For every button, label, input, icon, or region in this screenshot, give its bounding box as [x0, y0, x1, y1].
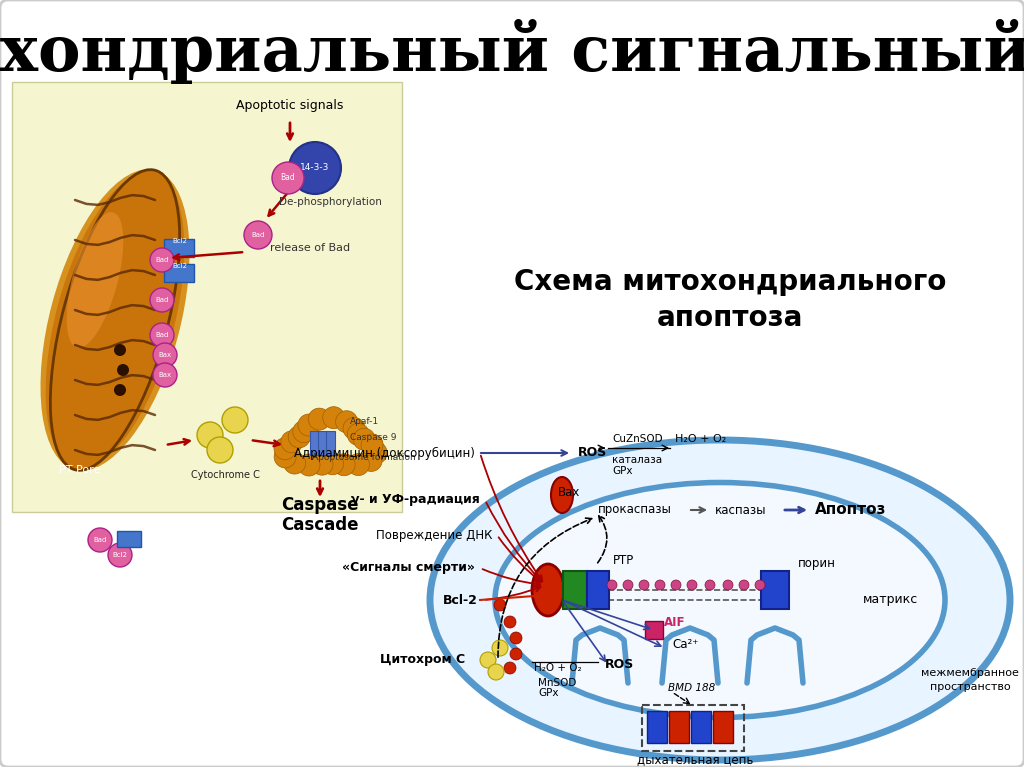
Circle shape: [298, 414, 319, 436]
Circle shape: [488, 664, 504, 680]
Circle shape: [723, 580, 733, 590]
Circle shape: [293, 420, 314, 443]
Text: GPx: GPx: [538, 688, 558, 698]
Text: PT Pore: PT Pore: [59, 465, 100, 475]
Circle shape: [336, 410, 357, 433]
Circle shape: [739, 580, 749, 590]
Ellipse shape: [67, 212, 123, 348]
FancyBboxPatch shape: [164, 264, 194, 282]
FancyBboxPatch shape: [318, 431, 327, 455]
FancyBboxPatch shape: [691, 711, 711, 743]
Circle shape: [504, 616, 516, 628]
Circle shape: [366, 442, 387, 464]
Text: межмембранное
пространство: межмембранное пространство: [921, 668, 1019, 692]
Text: Bad: Bad: [156, 332, 169, 338]
Text: H₂O + O₂: H₂O + O₂: [534, 663, 582, 673]
Text: 14-3-3: 14-3-3: [300, 163, 330, 173]
Text: Bcl2: Bcl2: [172, 263, 187, 269]
Circle shape: [150, 288, 174, 312]
Ellipse shape: [50, 170, 179, 470]
Circle shape: [222, 407, 248, 433]
Text: Bad: Bad: [251, 232, 264, 238]
Ellipse shape: [532, 564, 564, 616]
Text: Apoptotic signals: Apoptotic signals: [237, 98, 344, 111]
Circle shape: [308, 408, 331, 430]
FancyBboxPatch shape: [117, 531, 141, 547]
FancyBboxPatch shape: [647, 711, 667, 743]
Circle shape: [284, 452, 305, 474]
Circle shape: [510, 648, 522, 660]
Text: ROS: ROS: [578, 446, 607, 459]
Text: дыхательная цепь: дыхательная цепь: [637, 753, 754, 766]
Text: Митохондриальный сигнальный путь: Митохондриальный сигнальный путь: [0, 19, 1024, 85]
Ellipse shape: [55, 177, 174, 463]
Text: Bad: Bad: [156, 257, 169, 263]
Text: Bcl2: Bcl2: [113, 552, 128, 558]
Text: PTP: PTP: [613, 554, 634, 567]
Circle shape: [322, 453, 344, 475]
Circle shape: [153, 363, 177, 387]
Text: Повреждение ДНК: Повреждение ДНК: [376, 528, 492, 542]
Text: Bad: Bad: [281, 173, 295, 183]
FancyBboxPatch shape: [587, 571, 609, 609]
Text: ROS: ROS: [605, 659, 634, 671]
Circle shape: [480, 652, 496, 668]
Circle shape: [311, 453, 333, 476]
Text: Bax: Bax: [159, 352, 172, 358]
Circle shape: [361, 434, 383, 456]
Circle shape: [88, 528, 112, 552]
Circle shape: [274, 446, 296, 468]
Circle shape: [360, 449, 382, 472]
Text: Bcl2: Bcl2: [172, 238, 187, 244]
Circle shape: [671, 580, 681, 590]
Circle shape: [492, 640, 508, 656]
FancyBboxPatch shape: [645, 621, 663, 639]
Circle shape: [347, 423, 370, 446]
Circle shape: [705, 580, 715, 590]
Text: Bcl-2: Bcl-2: [443, 594, 478, 607]
Text: H₂O + O₂: H₂O + O₂: [675, 434, 726, 444]
Circle shape: [343, 417, 365, 439]
Text: release of Bad: release of Bad: [270, 243, 350, 253]
Ellipse shape: [41, 170, 189, 471]
Circle shape: [281, 431, 303, 453]
Circle shape: [298, 454, 319, 476]
Text: MnSOD: MnSOD: [538, 678, 577, 688]
Circle shape: [288, 426, 310, 448]
Text: Bax: Bax: [558, 486, 581, 499]
Circle shape: [510, 632, 522, 644]
Circle shape: [150, 323, 174, 347]
Text: GPx: GPx: [612, 466, 633, 476]
Text: порин: порин: [798, 557, 836, 570]
Text: Apoptosome formation: Apoptosome formation: [312, 453, 416, 463]
Text: каспазы: каспазы: [715, 503, 767, 516]
FancyBboxPatch shape: [563, 571, 587, 609]
Circle shape: [504, 662, 516, 674]
FancyBboxPatch shape: [669, 711, 689, 743]
Text: Caspase 9: Caspase 9: [350, 433, 396, 443]
FancyBboxPatch shape: [713, 711, 733, 743]
Text: матрикс: матрикс: [862, 594, 918, 607]
Circle shape: [114, 384, 126, 396]
Text: Bad: Bad: [93, 537, 106, 543]
Text: Cytochrome C: Cytochrome C: [190, 470, 259, 480]
Ellipse shape: [551, 477, 573, 513]
Text: De-phosphorylation: De-phosphorylation: [279, 197, 381, 207]
Text: Apaf-1: Apaf-1: [350, 417, 379, 426]
Circle shape: [272, 162, 304, 194]
Circle shape: [117, 364, 129, 376]
Text: AIF: AIF: [664, 615, 685, 628]
Circle shape: [607, 580, 617, 590]
Text: Цитохром С: Цитохром С: [380, 653, 465, 667]
Circle shape: [108, 543, 132, 567]
Circle shape: [323, 407, 345, 429]
Text: Bad: Bad: [156, 297, 169, 303]
FancyBboxPatch shape: [164, 239, 194, 257]
Text: прокаспазы: прокаспазы: [598, 503, 672, 516]
Circle shape: [687, 580, 697, 590]
FancyBboxPatch shape: [310, 431, 319, 455]
Text: Адриамицин (доксорубицин): Адриамицин (доксорубицин): [294, 446, 475, 459]
Text: BMD 188: BMD 188: [668, 683, 715, 693]
Text: каталаза: каталаза: [612, 455, 663, 465]
